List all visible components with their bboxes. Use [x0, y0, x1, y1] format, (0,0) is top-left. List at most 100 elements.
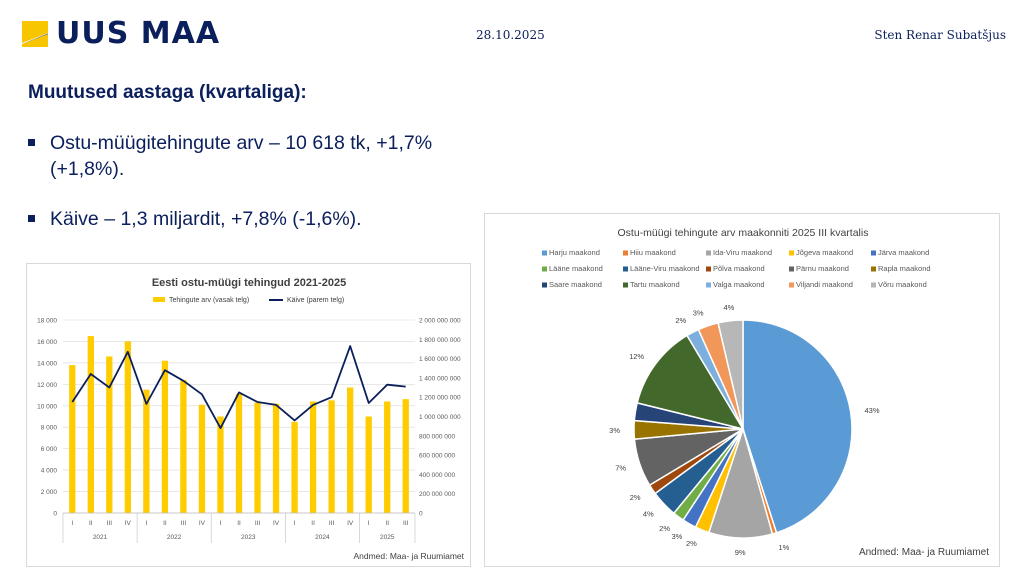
page-heading: Muutused aastaga (kvartaliga):	[28, 82, 307, 103]
x-tick-label: III	[403, 520, 409, 527]
pie-legend-label: Harju maakond	[549, 248, 600, 257]
bar	[328, 400, 335, 513]
y-left-tick-label: 2 000	[41, 489, 58, 496]
y-left-tick-label: 10 000	[37, 403, 57, 410]
pie-data-label: 9%	[735, 548, 746, 557]
pie-data-label: 3%	[671, 532, 682, 541]
logo: UUS MAA	[22, 18, 220, 50]
x-tick-label: II	[311, 520, 315, 527]
pie-legend-label: Põlva maakond	[713, 264, 765, 273]
pie-legend-swatch	[542, 250, 547, 256]
bar	[347, 387, 354, 513]
bar	[180, 380, 187, 513]
pie-legend-label: Lääne maakond	[549, 264, 603, 273]
bar	[272, 403, 280, 513]
pie-data-label: 12%	[629, 352, 644, 361]
pie-data-label: 2%	[630, 493, 641, 502]
y-right-tick-label: 2 000 000 000	[419, 318, 461, 325]
bar	[365, 416, 372, 513]
bullet-text: Ostu-müügitehingute arv – 10 618 tk, +1,…	[50, 132, 433, 180]
bar	[161, 360, 169, 513]
pie-legend-swatch	[871, 250, 876, 256]
x-tick-label: I	[368, 520, 370, 527]
pie-legend-swatch	[871, 282, 876, 288]
pie-data-label: 3%	[693, 309, 704, 318]
y-right-tick-label: 1 200 000 000	[419, 395, 461, 402]
x-tick-label: II	[237, 520, 241, 527]
bar	[87, 336, 94, 513]
pie-data-label: 2%	[686, 539, 697, 548]
legend-label-bars: Tehingute arv (vasak telg)	[169, 297, 249, 304]
x-tick-label: IV	[125, 520, 132, 527]
logo-mark-icon	[22, 21, 48, 47]
x-tick-label: III	[107, 520, 113, 527]
pie-legend-label: Viljandi maakond	[796, 280, 853, 289]
x-tick-label: III	[329, 520, 335, 527]
bar	[143, 389, 150, 513]
x-tick-label: III	[181, 520, 187, 527]
pie-legend-swatch	[706, 250, 711, 256]
bar	[124, 341, 131, 513]
y-right-tick-label: 400 000 000	[419, 472, 456, 479]
pie-legend-swatch	[623, 266, 628, 272]
pie-legend-swatch	[706, 266, 711, 272]
y-left-tick-label: 6 000	[41, 446, 58, 453]
pie-legend-label: Lääne-Viru maakond	[630, 264, 700, 273]
x-group-label: 2024	[315, 534, 330, 541]
y-right-tick-label: 1 400 000 000	[419, 375, 461, 382]
bar	[384, 401, 391, 513]
bullet-item: Ostu-müügitehingute arv – 10 618 tk, +1,…	[26, 130, 496, 182]
pie-legend-label: Tartu maakond	[630, 280, 680, 289]
bar-chart-panel: Eesti ostu-müügi tehingud 2021-2025 Tehin…	[26, 263, 471, 567]
pie-legend-label: Saare maakond	[549, 280, 602, 289]
pie-data-label: 4%	[723, 303, 734, 312]
pie-chart-panel: Ostu-müügi tehingute arv maakonniti 2025…	[484, 213, 1000, 567]
pie-data-label: 43%	[865, 406, 880, 415]
bullet-item: Käive – 1,3 miljardit, +7,8% (-1,6%).	[26, 206, 496, 232]
pie-legend-label: Valga maakond	[713, 280, 765, 289]
pie-legend-swatch	[789, 282, 794, 288]
pie-legend-label: Võru maakond	[878, 280, 927, 289]
pie-legend-label: Jõgeva maakond	[796, 248, 853, 257]
x-tick-label: I	[145, 520, 147, 527]
pie-legend-swatch	[542, 266, 547, 272]
x-group-label: 2023	[241, 534, 256, 541]
pie-data-label: 3%	[609, 426, 620, 435]
pie-slice	[717, 319, 744, 430]
pie-chart: Ostu-müügi tehingute arv maakonniti 2025…	[542, 227, 931, 557]
bar	[254, 402, 261, 513]
y-right-tick-label: 0	[419, 511, 423, 518]
bar	[198, 404, 206, 513]
pie-legend-label: Pärnu maakond	[796, 264, 849, 273]
y-left-tick-label: 4 000	[41, 468, 58, 475]
x-group-label: 2025	[380, 534, 395, 541]
y-left-tick-label: 12 000	[37, 382, 57, 389]
pie-legend-swatch	[789, 266, 794, 272]
pie-legend-swatch	[623, 250, 628, 256]
bullet-square-icon	[28, 215, 35, 222]
x-group-label: 2021	[93, 534, 108, 541]
x-tick-label: IV	[273, 520, 280, 527]
pie-data-label: 7%	[615, 463, 626, 472]
bar	[217, 416, 224, 513]
y-left-tick-label: 16 000	[37, 339, 57, 346]
pie-legend-swatch	[871, 266, 876, 272]
legend-label-line: Käive (parem telg)	[287, 297, 344, 304]
pie-chart-source: Andmed: Maa- ja Ruumiamet	[858, 547, 989, 558]
y-right-tick-label: 600 000 000	[419, 453, 456, 460]
y-right-tick-label: 1 000 000 000	[419, 414, 461, 421]
pie-data-label: 1%	[779, 543, 790, 552]
date: 28.10.2025	[476, 28, 545, 42]
bar	[402, 399, 409, 513]
x-group-label: 2022	[167, 534, 182, 541]
x-tick-label: I	[294, 520, 296, 527]
pie-legend-label: Rapla maakond	[878, 264, 931, 273]
pie-slice	[636, 334, 745, 431]
bar-chart: Eesti ostu-müügi tehingud 2021-2025 Tehin…	[37, 277, 461, 543]
pie-data-label: 4%	[643, 510, 654, 519]
pie-data-label: 2%	[675, 316, 686, 325]
x-tick-label: II	[163, 520, 167, 527]
bar-chart-source: Andmed: Maa- ja Ruumiamet	[353, 551, 464, 561]
bar-chart-title: Eesti ostu-müügi tehingud 2021-2025	[152, 277, 346, 289]
x-tick-label: III	[255, 520, 261, 527]
